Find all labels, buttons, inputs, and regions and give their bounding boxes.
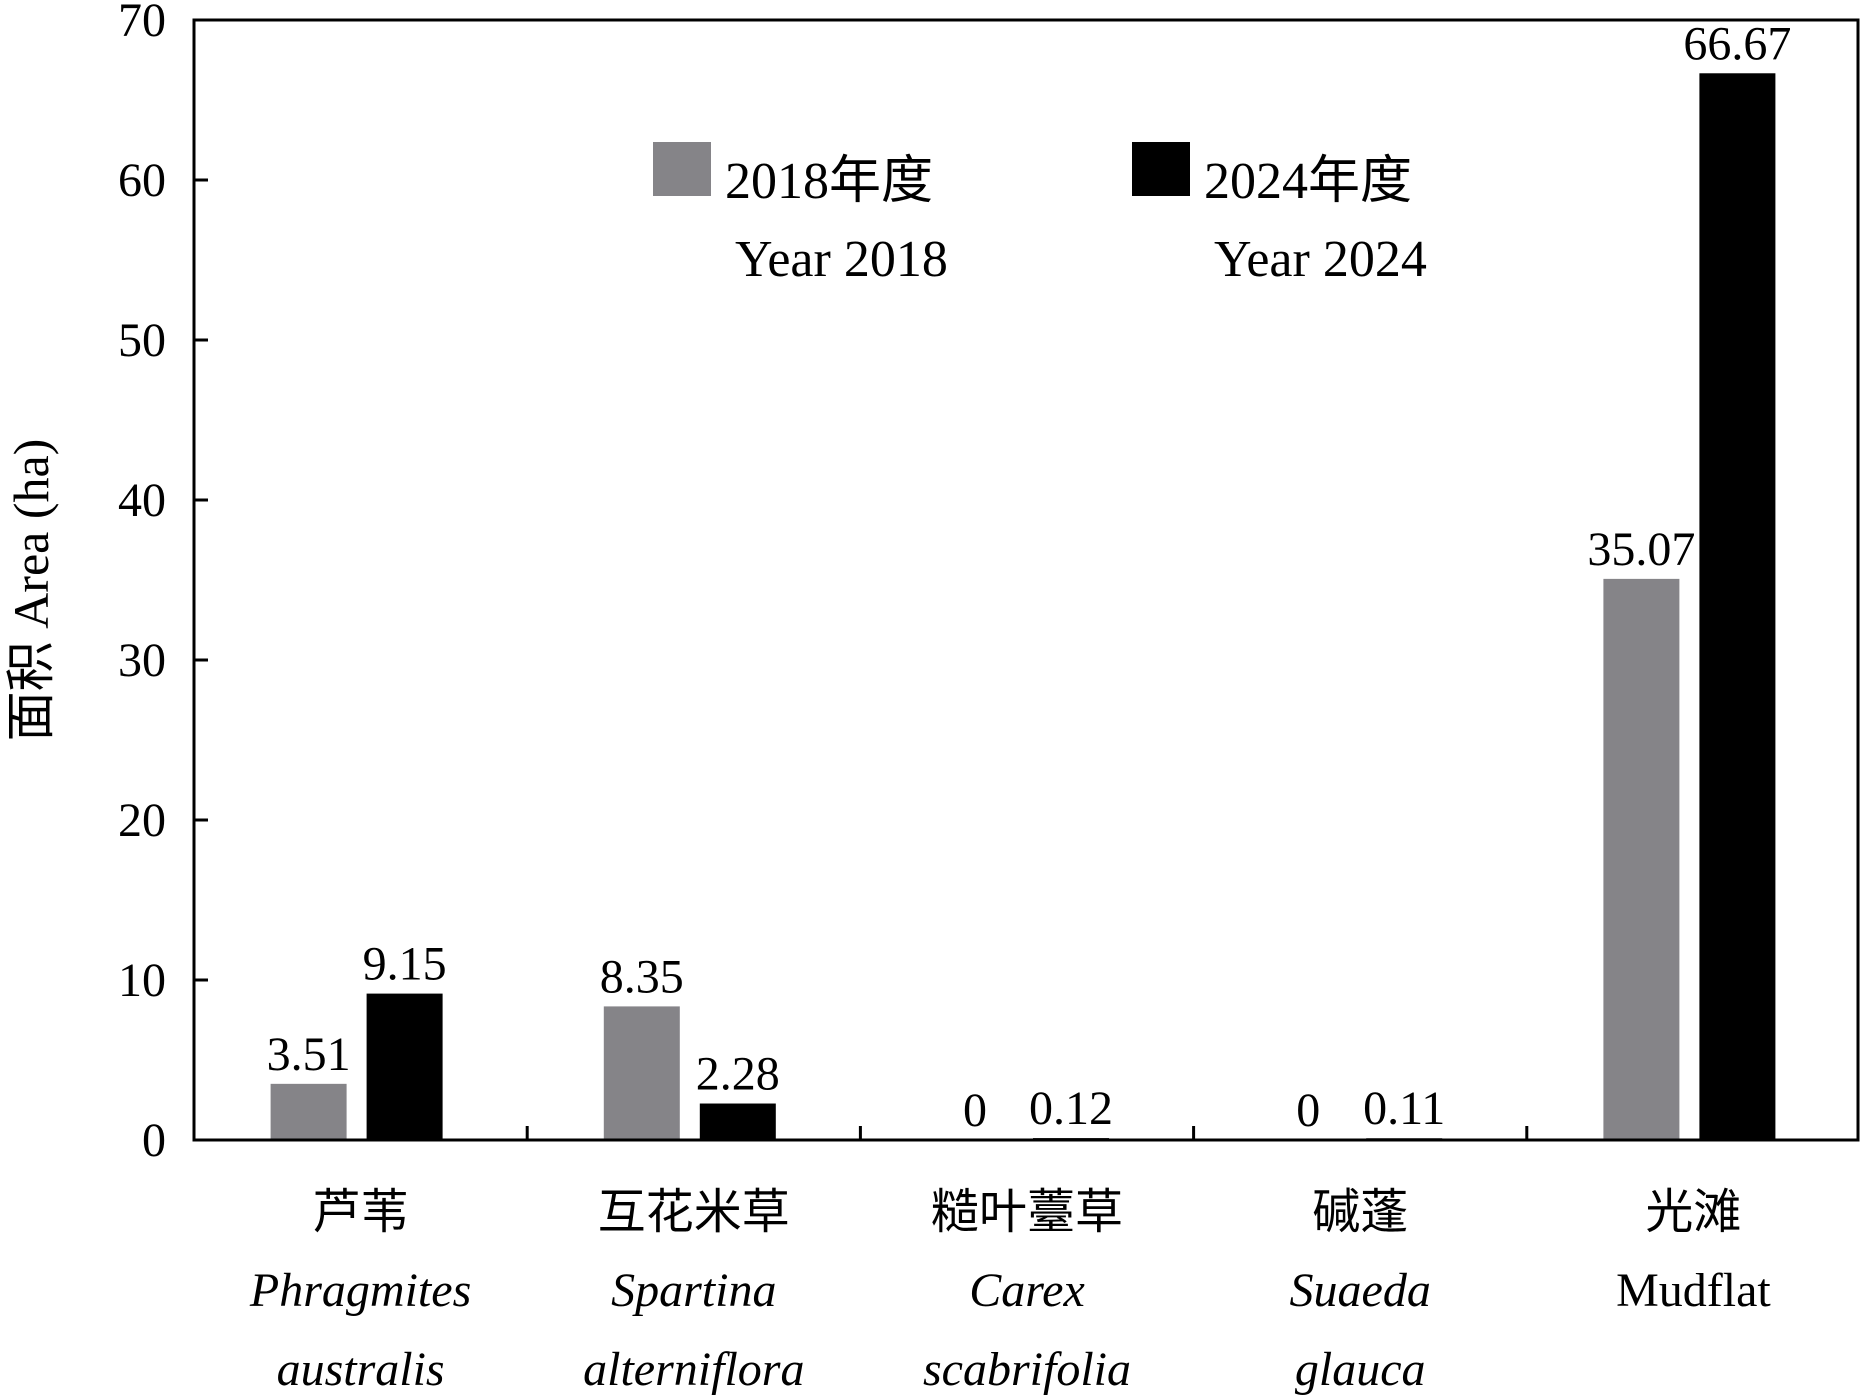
category-label-latin: scabrifolia <box>923 1343 1131 1396</box>
category-label-latin: Mudflat <box>1616 1264 1771 1317</box>
legend-swatch <box>1132 142 1190 196</box>
y-tick-label: 30 <box>118 634 166 687</box>
legend: 2018年度 Year 2018 2024年度 Year 2024 <box>653 142 1427 288</box>
bar-2024 <box>366 993 443 1140</box>
bar-2018 <box>603 1006 680 1140</box>
y-tick-label: 20 <box>118 794 166 847</box>
legend-label-en: Year 2024 <box>1214 231 1427 288</box>
y-tick-label: 50 <box>118 314 166 367</box>
category-label-zh: 光滩 <box>1645 1186 1741 1239</box>
y-tick-label: 10 <box>118 954 166 1007</box>
bars <box>270 73 1776 1140</box>
legend-label-en: Year 2018 <box>735 231 948 288</box>
y-tick-label: 60 <box>118 154 166 207</box>
legend-label-zh: 2024年度 <box>1204 153 1412 210</box>
legend-label-zh: 2018年度 <box>725 153 933 210</box>
category-label-zh: 互花米草 <box>598 1186 790 1239</box>
bar-value-label: 9.15 <box>363 938 447 991</box>
bar-2024 <box>699 1103 776 1140</box>
y-tick-label: 40 <box>118 474 166 527</box>
category-label-latin: australis <box>277 1343 445 1396</box>
legend-swatch <box>653 142 711 196</box>
bar-2018 <box>1603 578 1680 1140</box>
bar-value-label: 8.35 <box>600 950 684 1003</box>
bar-value-labels: 3.519.15 8.352.28 0 0.12 0 0.11 35.07 66.67 <box>267 17 1792 1137</box>
category-label-latin: Carex <box>969 1264 1085 1317</box>
category-label-latin: alterniflora <box>583 1343 804 1396</box>
bar-value-label: 0 <box>963 1084 987 1137</box>
bar-2024 <box>1699 73 1776 1140</box>
category-label-zh: 碱蓬 <box>1312 1186 1408 1239</box>
bar-value-label: 3.51 <box>267 1028 351 1081</box>
category-label-latin: Suaeda <box>1290 1264 1431 1317</box>
bar-value-label: 0.11 <box>1363 1082 1445 1135</box>
y-tick-label: 0 <box>142 1114 166 1167</box>
bar-value-label: 0 <box>1296 1084 1320 1137</box>
bar-value-label: 35.07 <box>1587 523 1695 576</box>
y-axis: 0 10 20 30 40 50 60 70 <box>118 0 208 1167</box>
category-label-latin: Spartina <box>611 1264 776 1317</box>
category-label-latin: glauca <box>1295 1343 1426 1396</box>
bar-value-label: 66.67 <box>1683 17 1791 70</box>
plot-frame <box>192 18 1860 1142</box>
y-tick-label: 70 <box>118 0 166 47</box>
category-label-latin: Phragmites <box>249 1264 471 1317</box>
bar-value-label: 2.28 <box>696 1048 780 1101</box>
category-label-zh: 芦苇 <box>313 1186 409 1239</box>
y-axis-title: 面积 Area (ha) <box>3 439 59 742</box>
x-axis: 芦苇 Phragmites australis 互花米草 Spartina alterni… <box>249 1126 1771 1396</box>
bar-value-label: 0.12 <box>1029 1082 1113 1135</box>
category-label-zh: 糙叶薹草 <box>931 1186 1123 1239</box>
bar-2018 <box>270 1083 347 1140</box>
